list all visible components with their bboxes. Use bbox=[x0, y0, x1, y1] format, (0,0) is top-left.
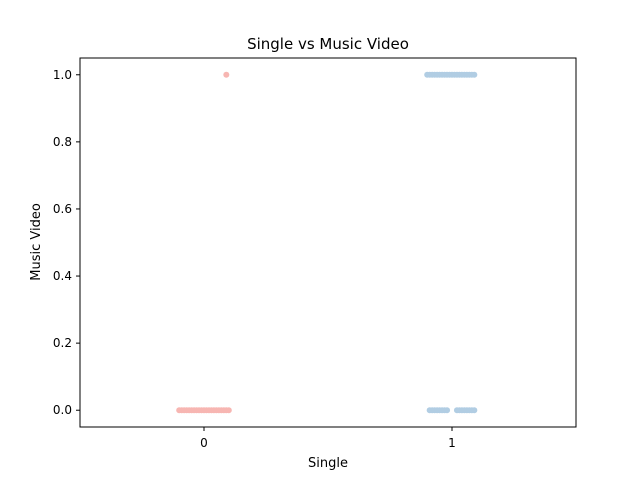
data-point-cat1-27 bbox=[444, 407, 451, 414]
x-axis-label: Single bbox=[308, 456, 348, 471]
data-points bbox=[176, 71, 478, 414]
x-tick-label: 0 bbox=[200, 436, 208, 450]
data-point-cat0-21 bbox=[223, 71, 230, 78]
plot-area-frame bbox=[79, 57, 577, 428]
y-tick-label: 0.4 bbox=[53, 269, 72, 283]
data-point-cat1-35 bbox=[471, 407, 478, 414]
y-tick-label: 0.6 bbox=[53, 202, 72, 216]
data-point-cat1-19 bbox=[471, 71, 478, 78]
y-tick-label: 0.0 bbox=[53, 403, 72, 417]
y-tick-label: 0.2 bbox=[53, 336, 72, 350]
y-tick-label: 0.8 bbox=[53, 135, 72, 149]
y-axis: 0.0 0.2 0.4 0.6 0.8 1.0 bbox=[53, 68, 80, 417]
y-tick-label: 1.0 bbox=[53, 68, 72, 82]
chart-title: Single vs Music Video bbox=[247, 35, 409, 53]
y-axis-label: Music Video bbox=[29, 203, 44, 281]
data-point-cat0-20 bbox=[225, 407, 232, 414]
x-tick-label: 1 bbox=[448, 436, 456, 450]
